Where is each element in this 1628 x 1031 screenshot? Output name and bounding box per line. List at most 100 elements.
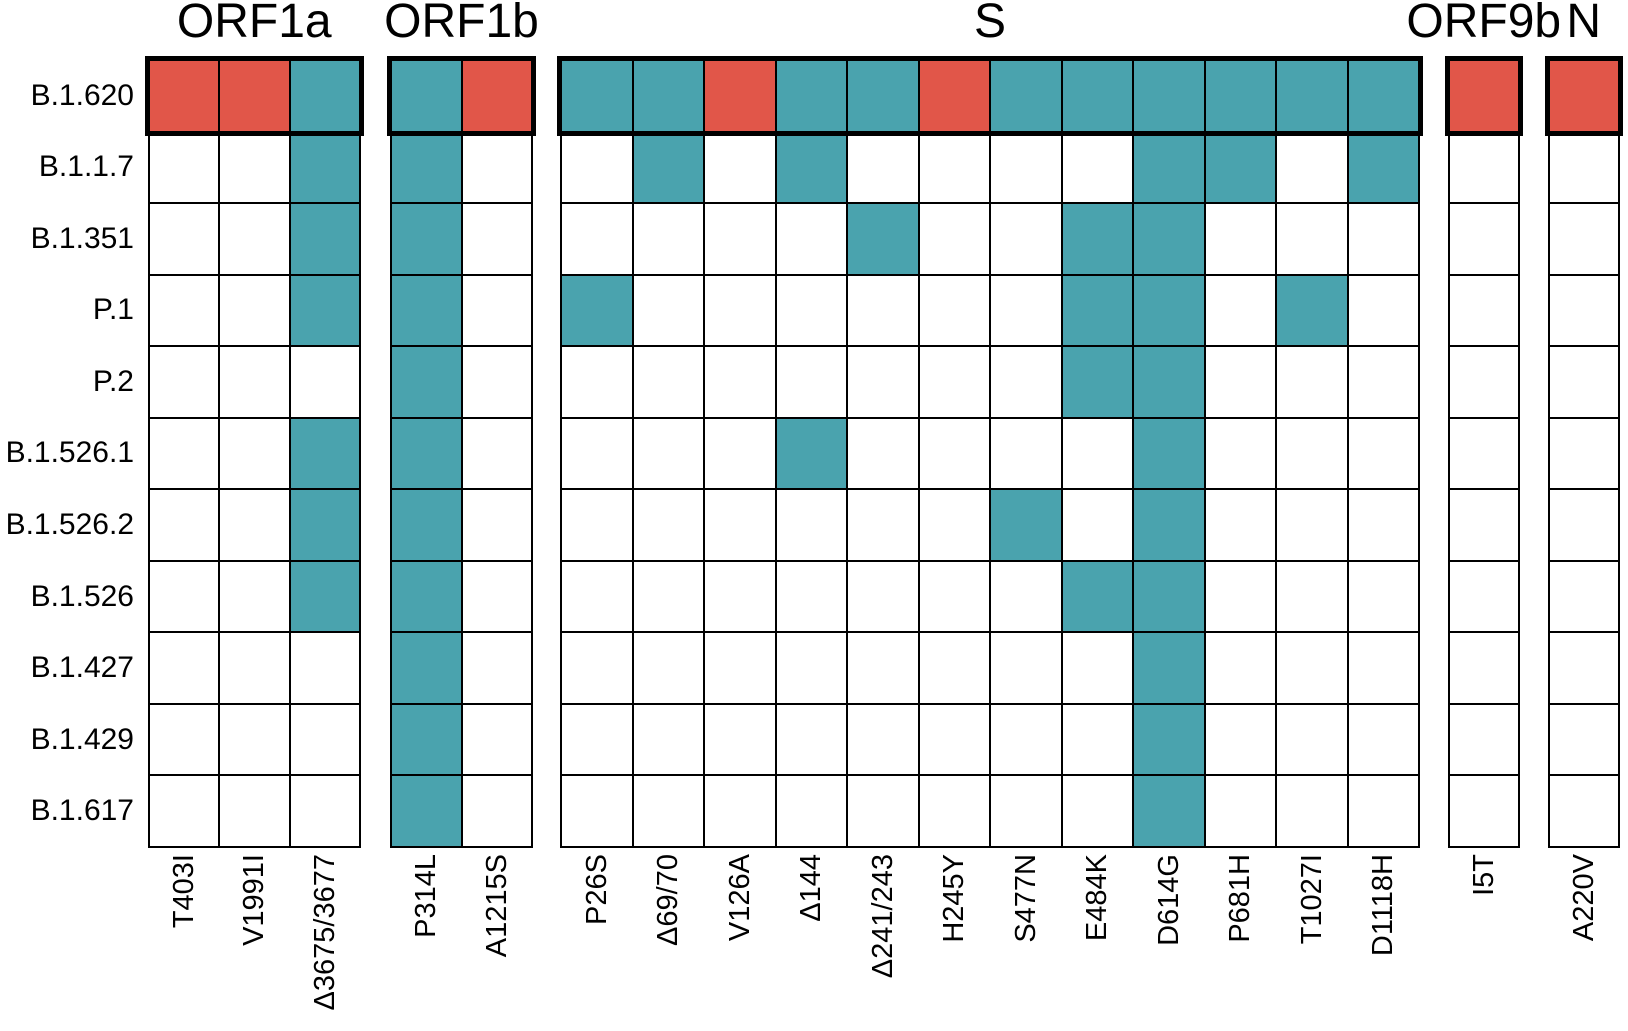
heatmap-cell (1348, 275, 1418, 346)
row-label-B.1.526: B.1.526 (30, 579, 134, 613)
row-label-B.1.427: B.1.427 (30, 651, 134, 685)
heatmap-cell (149, 418, 218, 489)
heatmap-cell (705, 776, 775, 846)
heatmap-cell (1348, 633, 1418, 703)
heatmap-cell (392, 204, 461, 274)
column-label-T403I: T403I (167, 854, 200, 929)
row-label-B.1.429: B.1.429 (30, 722, 134, 756)
heatmap-cell (991, 275, 1061, 346)
row-label-B.1.1.7: B.1.1.7 (38, 150, 134, 184)
heatmap-cell (1062, 704, 1132, 775)
heatmap-cell (1450, 776, 1518, 846)
heatmap-cell (1205, 418, 1275, 489)
heatmap-cell (1348, 776, 1418, 846)
heatmap-cell (991, 704, 1061, 775)
heatmap-cell (1348, 347, 1418, 417)
heatmap-cell (1205, 204, 1275, 274)
heatmap-cell (290, 704, 359, 775)
column-label-D1118H: D1118H (1367, 854, 1400, 957)
heatmap-cell (1205, 704, 1275, 775)
heatmap-cell (220, 275, 289, 346)
row-label-P.1: P.1 (92, 293, 134, 327)
heatmap-cell (633, 132, 703, 203)
heatmap-cell (1134, 776, 1204, 846)
gene-title-N: N (1566, 0, 1602, 48)
heatmap-cell (848, 204, 918, 274)
heatmap-cell (1550, 776, 1618, 846)
heatmap-cell (776, 633, 846, 703)
heatmap-cell (149, 704, 218, 775)
heatmap-cell (1450, 132, 1518, 203)
heatmap-cell (462, 561, 531, 632)
heatmap-cell (290, 132, 359, 203)
column-label-Δ144: Δ144 (795, 854, 828, 922)
heatmap-cell (562, 704, 632, 775)
column-label-V126A: V126A (723, 854, 756, 942)
heatmap-cell (848, 347, 918, 417)
heatmap-cell (1277, 275, 1347, 346)
heatmap-cell (705, 132, 775, 203)
column-label-Δ69/70: Δ69/70 (652, 854, 685, 946)
heatmap-cell (1277, 776, 1347, 846)
heatmap-cell (1205, 490, 1275, 560)
heatmap-cell (562, 132, 632, 203)
heatmap-cell (1277, 490, 1347, 560)
heatmap-cell (1277, 418, 1347, 489)
heatmap-cell (776, 704, 846, 775)
heatmap-cell (562, 633, 632, 703)
heatmap-cell (1205, 776, 1275, 846)
column-label-T1027I: T1027I (1295, 854, 1328, 945)
heatmap-cell (1205, 275, 1275, 346)
column-label-A220V: A220V (1567, 854, 1600, 942)
heatmap-cell (1062, 204, 1132, 274)
heatmap-cell (392, 347, 461, 417)
row-label-B.1.351: B.1.351 (30, 221, 134, 255)
heatmap-cell (220, 490, 289, 560)
heatmap-cell (149, 776, 218, 846)
heatmap-cell (462, 61, 531, 131)
heatmap-cell (848, 490, 918, 560)
heatmap-cell (1062, 275, 1132, 346)
row-label-P.2: P.2 (92, 364, 134, 398)
heatmap-cell (1450, 490, 1518, 560)
heatmap-cell (1348, 61, 1418, 131)
heatmap-cell (1134, 418, 1204, 489)
heatmap-cell (290, 61, 359, 131)
heatmap-cell (149, 61, 218, 131)
heatmap-cell (1277, 561, 1347, 632)
column-label-P314L: P314L (410, 854, 443, 938)
heatmap-cell (562, 561, 632, 632)
heatmap-cell (462, 490, 531, 560)
heatmap-cell (919, 490, 989, 560)
heatmap-cell (705, 633, 775, 703)
heatmap-cell (149, 275, 218, 346)
heatmap-cell (462, 633, 531, 703)
heatmap-cell (1134, 704, 1204, 775)
column-label-S477N: S477N (1009, 854, 1042, 943)
heatmap-cell (220, 561, 289, 632)
heatmap-cell (1205, 347, 1275, 417)
heatmap-cell (1205, 561, 1275, 632)
heatmap-cell (919, 61, 989, 131)
column-label-D614G: D614G (1152, 854, 1185, 946)
heatmap-cell (776, 490, 846, 560)
heatmap-cell (991, 347, 1061, 417)
heatmap-cell (991, 418, 1061, 489)
heatmap-cell (1277, 704, 1347, 775)
heatmap-cell (562, 275, 632, 346)
heatmap-cell (1550, 490, 1618, 560)
column-label-Δ3675/3677: Δ3675/3677 (308, 854, 341, 1011)
heatmap-cell (919, 418, 989, 489)
heatmap-cell (848, 704, 918, 775)
heatmap-cell (1450, 561, 1518, 632)
heatmap-cell (1277, 347, 1347, 417)
heatmap-cell (1450, 633, 1518, 703)
heatmap-cell (919, 275, 989, 346)
heatmap-cell (562, 418, 632, 489)
heatmap-cell (290, 561, 359, 632)
heatmap-cell (776, 418, 846, 489)
gene-title-S: S (973, 0, 1007, 48)
heatmap-cell (991, 61, 1061, 131)
heatmap-cell (705, 347, 775, 417)
heatmap-cell (220, 204, 289, 274)
